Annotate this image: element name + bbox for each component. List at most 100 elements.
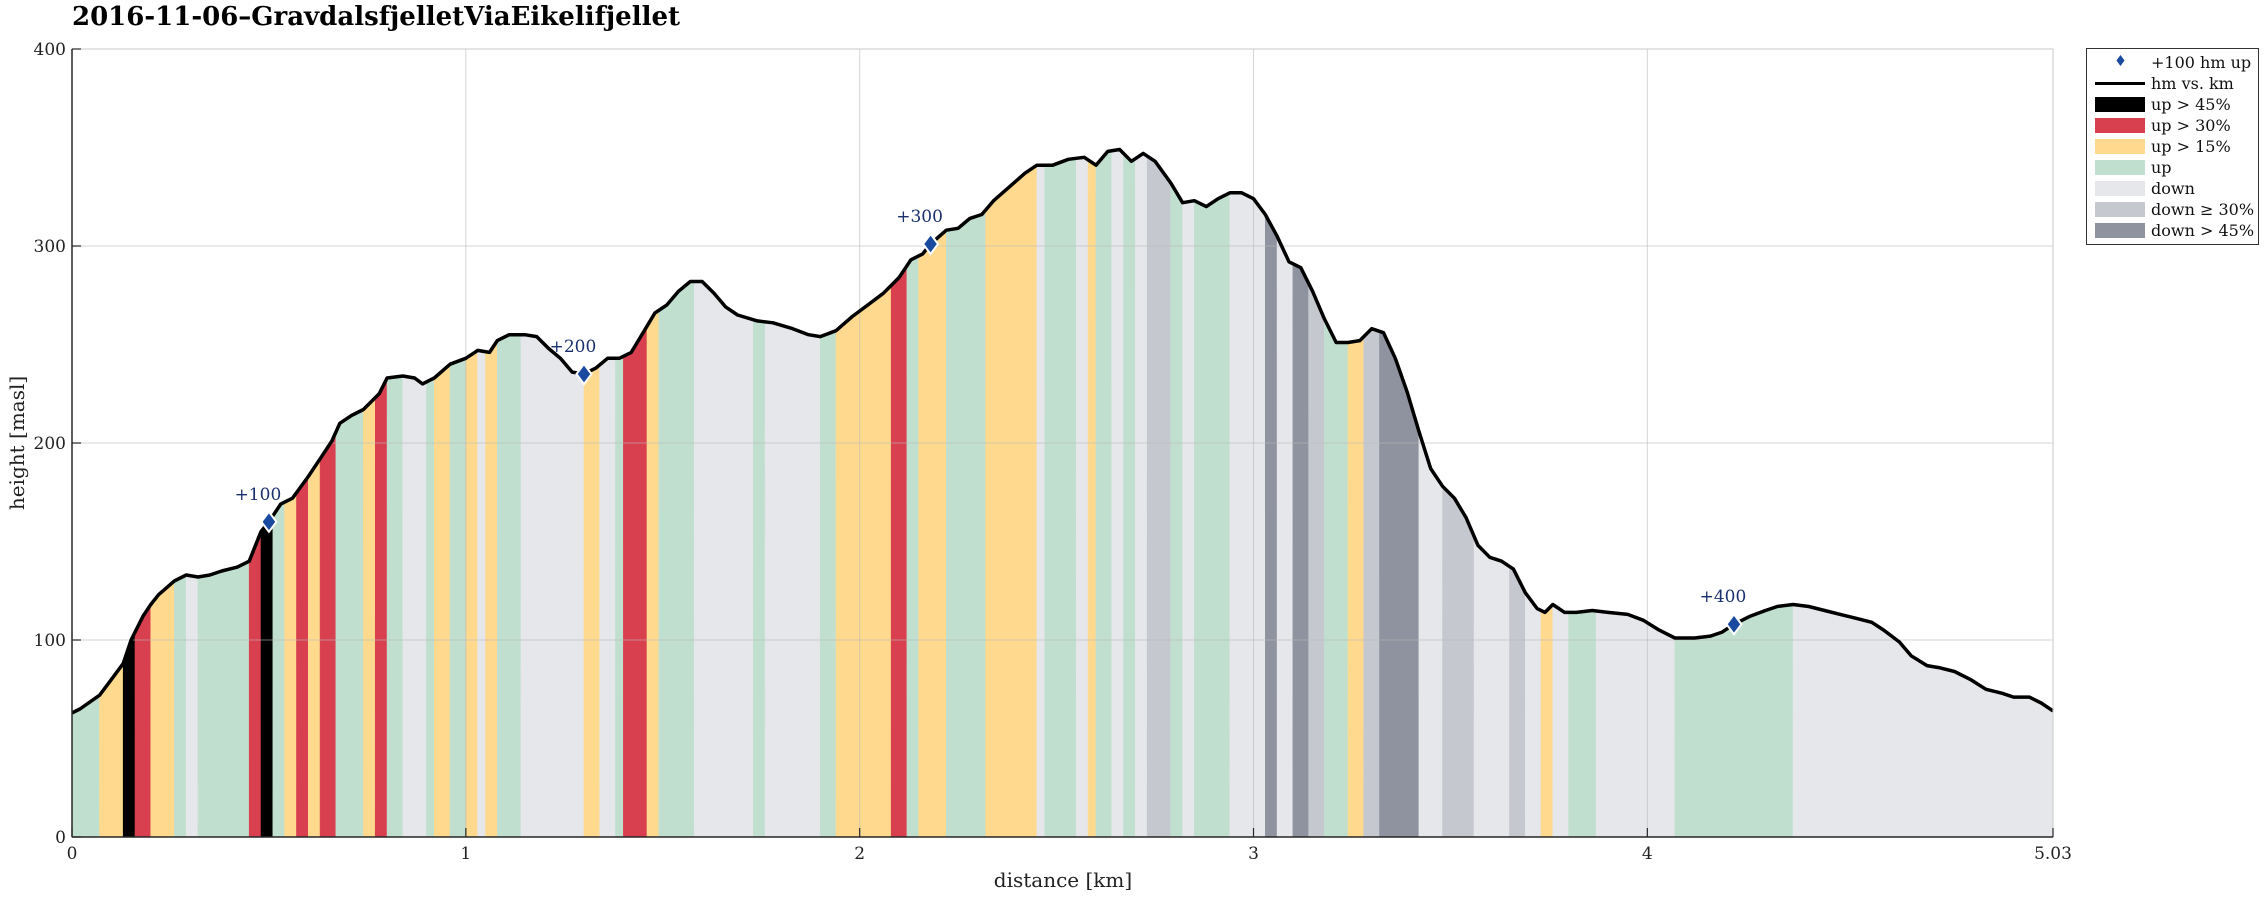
- segment-up: [1194, 192, 1231, 838]
- x-tick-label: 0: [67, 844, 78, 864]
- segment-down: [1111, 149, 1124, 838]
- segment-up: [906, 255, 920, 838]
- segment-up30: [248, 531, 262, 838]
- segment-up: [174, 574, 187, 838]
- elevation-marker-label: +400: [1700, 587, 1747, 607]
- legend-swatch: [2091, 115, 2149, 136]
- elevation-marker-label: +300: [896, 207, 943, 227]
- segment-up: [449, 357, 467, 838]
- segment-up15: [918, 229, 947, 838]
- x-tick-label: 4: [1642, 844, 1653, 864]
- legend-label: hm vs. km: [2151, 74, 2234, 93]
- segment-up15: [985, 164, 1038, 838]
- legend-label: up > 30%: [2151, 116, 2231, 135]
- elevation-marker: [260, 510, 278, 534]
- segment-up: [1095, 150, 1113, 838]
- segment-up: [1170, 181, 1183, 838]
- y-tick-label: 200: [34, 434, 66, 454]
- segment-down30: [1509, 565, 1526, 838]
- segment-down: [599, 358, 616, 838]
- profile-line: [71, 147, 2054, 715]
- segment-down: [1792, 604, 2054, 838]
- segment-up15: [284, 491, 297, 838]
- legend-item: up > 45%: [2091, 94, 2254, 115]
- legend-label: down > 45%: [2151, 221, 2255, 240]
- diamond-marker-shape: [2116, 55, 2125, 66]
- legend-swatch: [2091, 52, 2149, 73]
- segment-up: [386, 375, 404, 838]
- segment-up: [752, 319, 766, 838]
- legend-label: +100 hm up: [2151, 53, 2252, 72]
- segment-up30: [890, 264, 908, 838]
- segment-up15: [1540, 603, 1554, 838]
- segment-down: [1418, 431, 1443, 838]
- x-axis-title: distance [km]: [994, 868, 1132, 892]
- segment-down: [1075, 156, 1089, 838]
- elevation-marker: [921, 232, 940, 256]
- segment-down: [477, 350, 486, 838]
- segment-down: [185, 574, 199, 838]
- segment-up15: [583, 364, 601, 838]
- segment-down30: [1308, 283, 1325, 838]
- segment-down: [1036, 164, 1046, 838]
- legend-swatch: [2091, 220, 2149, 241]
- legend-item: up > 15%: [2091, 136, 2254, 157]
- segment-up15: [150, 580, 175, 838]
- segment-up30: [623, 325, 648, 838]
- y-tick-label: 100: [34, 631, 66, 651]
- segment-up30: [134, 603, 152, 838]
- legend-color-patch: [2095, 202, 2145, 217]
- legend-swatch: [2091, 178, 2149, 199]
- legend-label: up: [2151, 158, 2172, 177]
- segment-up: [197, 560, 250, 838]
- segment-up: [496, 334, 522, 838]
- segment-down: [1182, 200, 1195, 838]
- segment-down30: [1363, 328, 1380, 838]
- x-tick-label: 5.03: [2034, 844, 2072, 864]
- segment-down: [1524, 591, 1542, 838]
- segment-up30: [296, 475, 309, 838]
- segment-up15: [465, 349, 479, 838]
- legend-color-patch: [2095, 118, 2145, 133]
- elevation-marker: [575, 362, 593, 386]
- segment-down: [1473, 536, 1510, 838]
- segment-down: [764, 321, 821, 838]
- segment-up: [1568, 610, 1597, 838]
- y-tick-label: 400: [34, 40, 66, 60]
- segment-up15: [646, 309, 660, 838]
- legend-label: down: [2151, 179, 2195, 198]
- legend-swatch: [2091, 73, 2149, 94]
- segments-layer: [71, 149, 2054, 838]
- legend-swatch: [2091, 94, 2149, 115]
- legend-color-patch: [2095, 223, 2145, 238]
- chart-title: 2016-11-06–GravdalsfjelletViaEikelifjell…: [72, 2, 681, 32]
- legend-color-patch: [2095, 160, 2145, 175]
- y-axis-title: height [masl]: [5, 376, 29, 510]
- segment-up15: [835, 284, 892, 838]
- segment-down: [1135, 153, 1148, 838]
- segment-up: [1324, 318, 1349, 838]
- segment-up15: [307, 457, 321, 838]
- legend-color-patch: [2095, 139, 2145, 154]
- segment-up15: [1087, 159, 1097, 838]
- axes-layer: 0 100 200 300 400 0 1 2 3 4 5.03: [34, 40, 2072, 864]
- segment-up30: [319, 432, 337, 838]
- legend-item: down > 45%: [2091, 220, 2254, 241]
- elevation-marker: [1725, 612, 1743, 636]
- legend-color-patch: [2095, 181, 2145, 196]
- legend-item: up: [2091, 157, 2254, 178]
- segment-down: [520, 334, 585, 838]
- segment-up: [658, 281, 695, 838]
- legend-item: down: [2091, 178, 2254, 199]
- segment-down: [1552, 603, 1569, 838]
- segment-down: [1229, 192, 1266, 838]
- legend-color-patch: [2095, 97, 2145, 112]
- legend-swatch: [2091, 199, 2149, 220]
- segment-up: [945, 209, 987, 838]
- legend-item: up > 30%: [2091, 115, 2254, 136]
- legend-swatch: [2091, 157, 2149, 178]
- segment-up15: [363, 396, 376, 838]
- segment-up: [1123, 152, 1136, 838]
- elevation-marker-label: +200: [550, 337, 597, 357]
